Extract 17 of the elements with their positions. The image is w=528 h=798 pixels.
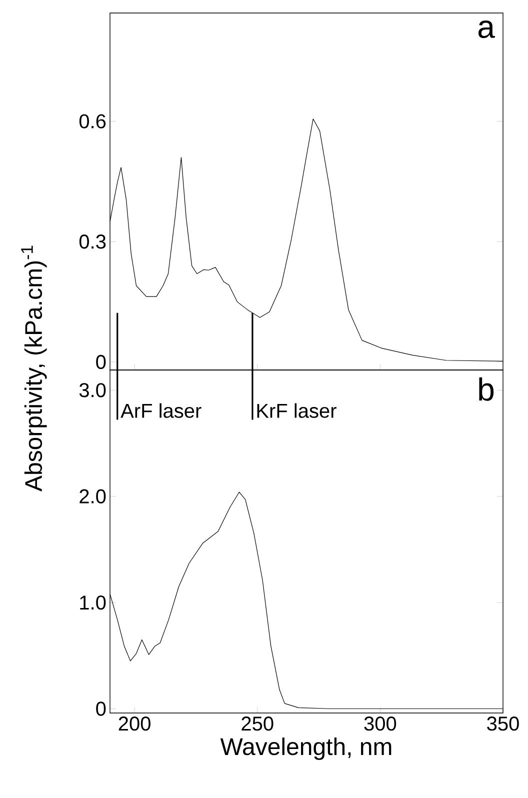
y-tick-label: 0 — [96, 354, 106, 370]
ref-line-label: KrF laser — [257, 403, 336, 418]
y-tick-label: 0 — [96, 702, 106, 716]
x-tick-label: 200 — [118, 716, 150, 731]
y-tick-label: 1.0 — [80, 595, 106, 610]
y-tick-label: 0.6 — [79, 114, 106, 128]
annotation: b — [479, 377, 494, 401]
y-tick-label: 2.0 — [80, 489, 106, 504]
x-tick-label: 300 — [364, 716, 396, 731]
y-tick-label: 0.3 — [79, 234, 106, 249]
x-axis-title: Wavelength, nm — [220, 738, 392, 760]
x-tick-label: 250 — [242, 716, 274, 731]
y-tick-label: 3.0 — [79, 383, 106, 398]
ref-line-label: ArF laser — [120, 403, 202, 418]
y-axis-title: Absorptivity, (kPa.cm)$^{-1}$ — [21, 246, 47, 492]
annotation: a — [478, 20, 495, 38]
x-tick-label: 350 — [487, 716, 519, 731]
